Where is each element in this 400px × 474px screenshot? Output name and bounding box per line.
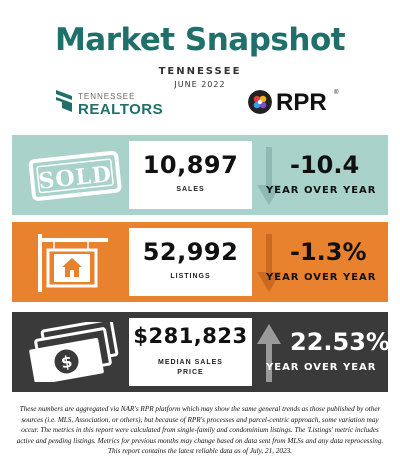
money-bills-icon: $ xyxy=(29,322,119,382)
house-sign-icon xyxy=(38,234,108,292)
median-price-card: $281,823 MEDIAN SALES PRICE xyxy=(129,318,252,386)
sales-band: SOLD 10,897 SALES -10.4 YEAR OVER YEAR xyxy=(12,135,388,215)
tennessee-realtors-logo: TENNESSEE REALTORS xyxy=(54,88,164,122)
listings-value: 52,992 xyxy=(142,238,239,266)
listings-card: 52,992 LISTINGS xyxy=(129,228,252,296)
sales-change: -10.4 xyxy=(290,151,360,179)
median-price-value: $281,823 xyxy=(133,324,248,348)
listings-change: -1.3% xyxy=(290,238,367,266)
median-price-label: MEDIAN SALES PRICE xyxy=(129,358,252,378)
rpr-registered-mark: ® xyxy=(334,90,339,96)
svg-text:$: $ xyxy=(59,352,73,373)
page-title: Market Snapshot xyxy=(54,22,346,58)
median-price-change-label: YEAR OVER YEAR xyxy=(266,362,377,373)
sales-change-label: YEAR OVER YEAR xyxy=(266,185,377,196)
page-subtitle: TENNESSEE xyxy=(158,66,242,77)
median-price-label-line1: MEDIAN SALES xyxy=(158,359,223,366)
sold-stamp-icon: SOLD xyxy=(28,150,122,201)
rpr-logo-text: RPR xyxy=(276,89,327,116)
sales-value: 10,897 xyxy=(142,151,239,179)
median-price-label-line2: PRICE xyxy=(177,369,204,376)
arrow-up-icon xyxy=(257,324,281,382)
listings-change-label: YEAR OVER YEAR xyxy=(266,272,377,283)
logo-text-tennessee: TENNESSEE xyxy=(78,92,136,101)
listings-label: LISTINGS xyxy=(170,273,211,280)
median-price-band: $ $281,823 MEDIAN SALES PRICE 22.53% YEA… xyxy=(12,312,390,392)
listings-band: 52,992 LISTINGS -1.3% YEAR OVER YEAR xyxy=(12,222,388,302)
arrow-down-icon xyxy=(257,147,281,205)
report-date: JUNE 2022 xyxy=(174,80,226,89)
arrow-down-icon xyxy=(257,234,281,292)
disclaimer-text: These numbers are aggregated via NAR's R… xyxy=(16,405,384,455)
sales-label: SALES xyxy=(176,186,205,193)
rpr-mark-icon xyxy=(248,90,272,114)
sales-card: 10,897 SALES xyxy=(129,141,252,209)
tennessee-realtors-mark-icon xyxy=(56,90,72,112)
rpr-logo: RPR ® xyxy=(248,90,348,118)
median-price-change: 22.53% xyxy=(290,328,390,356)
logo-text-realtors: REALTORS xyxy=(78,101,164,118)
